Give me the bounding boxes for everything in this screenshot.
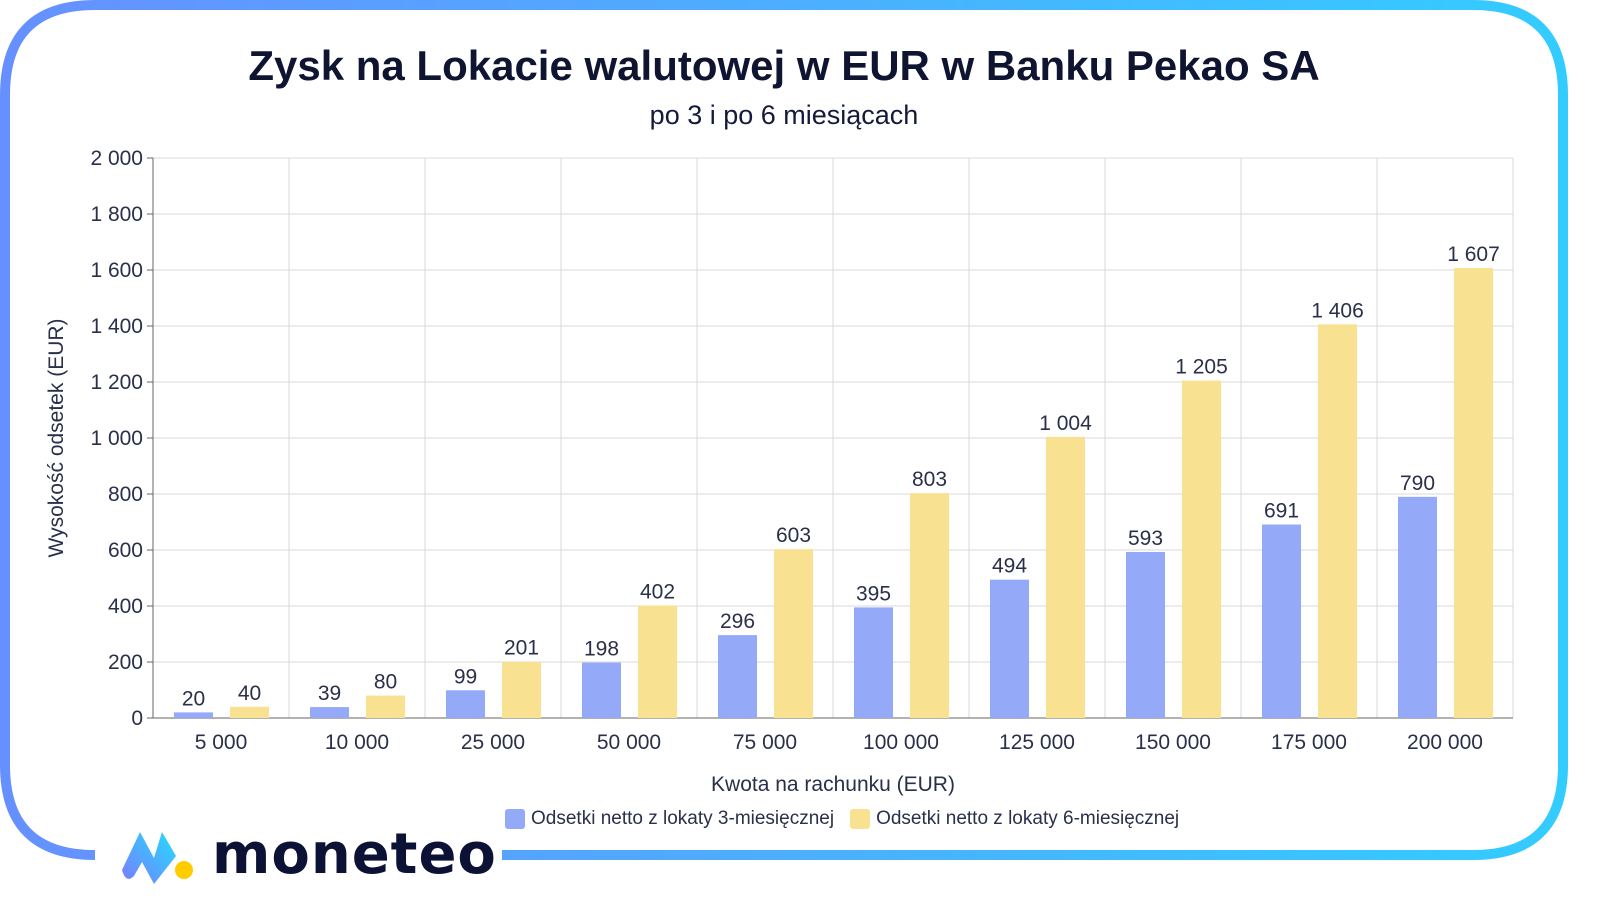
y-tick-label: 1 200 <box>90 371 143 394</box>
data-label: 790 <box>1400 472 1435 495</box>
y-tick-label: 600 <box>108 539 143 562</box>
data-label: 99 <box>454 665 477 688</box>
bar-6m <box>1318 324 1357 718</box>
x-tick-label: 50 000 <box>597 731 661 754</box>
bar-6m <box>774 549 813 718</box>
bar-3m <box>1126 551 1165 718</box>
legend-swatch-3m <box>505 809 525 829</box>
data-label: 198 <box>584 638 619 661</box>
bar-6m <box>366 695 405 718</box>
data-label: 296 <box>720 610 755 633</box>
bar-3m <box>174 712 213 718</box>
data-label: 80 <box>374 671 397 694</box>
legend-label-6m: Odsetki netto z lokaty 6-miesięcznej <box>876 808 1180 829</box>
y-tick-label: 200 <box>108 651 143 674</box>
bar-6m <box>1454 268 1493 718</box>
y-axis-label: Wysokość odsetek (EUR) <box>45 318 68 557</box>
bar-6m <box>910 493 949 718</box>
bar-3m <box>990 579 1029 718</box>
bar-3m <box>854 607 893 718</box>
data-label: 494 <box>992 555 1027 578</box>
legend: Odsetki netto z lokaty 3-miesięcznej Ods… <box>505 808 1179 830</box>
bar-3m <box>1262 524 1301 718</box>
bar-6m <box>502 661 541 718</box>
legend-item-6m: Odsetki netto z lokaty 6-miesięcznej <box>850 808 1179 830</box>
bar-3m <box>1398 496 1437 718</box>
bar-3m <box>582 662 621 718</box>
data-label: 402 <box>640 580 675 603</box>
data-label: 691 <box>1264 500 1299 523</box>
bars: 20 39 99 198 296 395 494 593 691 790 40 80 201 402 603… <box>174 243 1500 718</box>
bar-6m <box>638 605 677 718</box>
moneteo-logo-icon <box>122 831 193 884</box>
x-axis-label: Kwota na rachunku (EUR) <box>711 773 955 796</box>
bar-6m <box>1182 380 1221 718</box>
data-label: 803 <box>912 468 947 491</box>
y-tick-label: 1 600 <box>90 259 143 282</box>
moneteo-logo: moneteo <box>118 822 497 887</box>
data-label: 201 <box>504 637 539 660</box>
x-tick-label: 200 000 <box>1407 731 1483 754</box>
bar-6m <box>1046 436 1085 718</box>
bar-3m <box>310 707 349 718</box>
x-tick-label: 10 000 <box>325 731 389 754</box>
y-tick-label: 400 <box>108 595 143 618</box>
x-tick-label: 125 000 <box>999 731 1075 754</box>
data-label: 395 <box>856 582 891 605</box>
x-tick-label: 5 000 <box>195 731 248 754</box>
x-tick-label: 150 000 <box>1135 731 1211 754</box>
data-label: 593 <box>1128 527 1163 550</box>
data-label: 40 <box>238 682 261 705</box>
data-label: 1 205 <box>1175 356 1228 379</box>
data-label: 1 607 <box>1447 243 1500 266</box>
data-label: 603 <box>776 524 811 547</box>
chart-subtitle: po 3 i po 6 miesiącach <box>649 100 919 130</box>
y-tick-label: 2 000 <box>90 147 143 170</box>
y-tick-label: 1 400 <box>90 315 143 338</box>
moneteo-logo-text: moneteo <box>212 822 497 887</box>
legend-label-3m: Odsetki netto z lokaty 3-miesięcznej <box>531 808 835 829</box>
y-tick-label: 0 <box>131 707 143 730</box>
bar-3m <box>446 690 485 718</box>
data-label: 20 <box>182 687 205 710</box>
x-tick-label: 100 000 <box>863 731 939 754</box>
chart-title: Zysk na Lokacie walutowej w EUR w Banku … <box>248 42 1320 89</box>
data-label: 1 004 <box>1039 412 1092 435</box>
data-label: 1 406 <box>1311 299 1364 322</box>
x-tick-label: 175 000 <box>1271 731 1347 754</box>
bar-6m <box>230 706 269 718</box>
x-tick-label: 25 000 <box>461 731 525 754</box>
data-label: 39 <box>318 682 341 705</box>
legend-swatch-6m <box>850 809 871 829</box>
x-tick-label: 75 000 <box>733 731 797 754</box>
legend-item-3m: Odsetki netto z lokaty 3-miesięcznej <box>505 808 834 830</box>
y-tick-label: 1 800 <box>90 203 143 226</box>
y-tick-label: 1 000 <box>90 427 143 450</box>
bar-3m <box>718 635 757 718</box>
y-tick-label: 800 <box>108 483 143 506</box>
